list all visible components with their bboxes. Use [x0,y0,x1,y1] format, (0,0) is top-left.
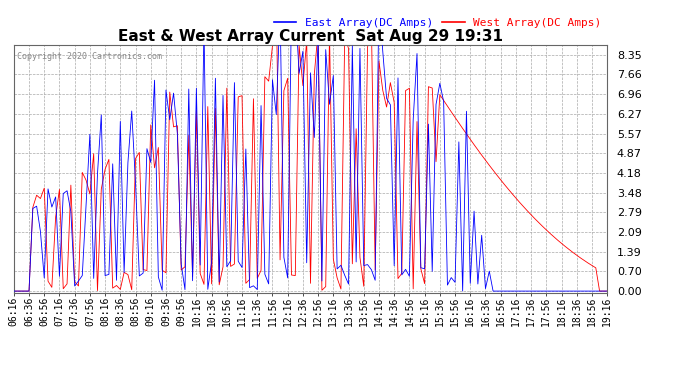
Legend: East Array(DC Amps), West Array(DC Amps): East Array(DC Amps), West Array(DC Amps) [274,18,602,28]
Title: East & West Array Current  Sat Aug 29 19:31: East & West Array Current Sat Aug 29 19:… [118,29,503,44]
Text: Copyright 2020 Cartronics.com: Copyright 2020 Cartronics.com [17,53,161,62]
